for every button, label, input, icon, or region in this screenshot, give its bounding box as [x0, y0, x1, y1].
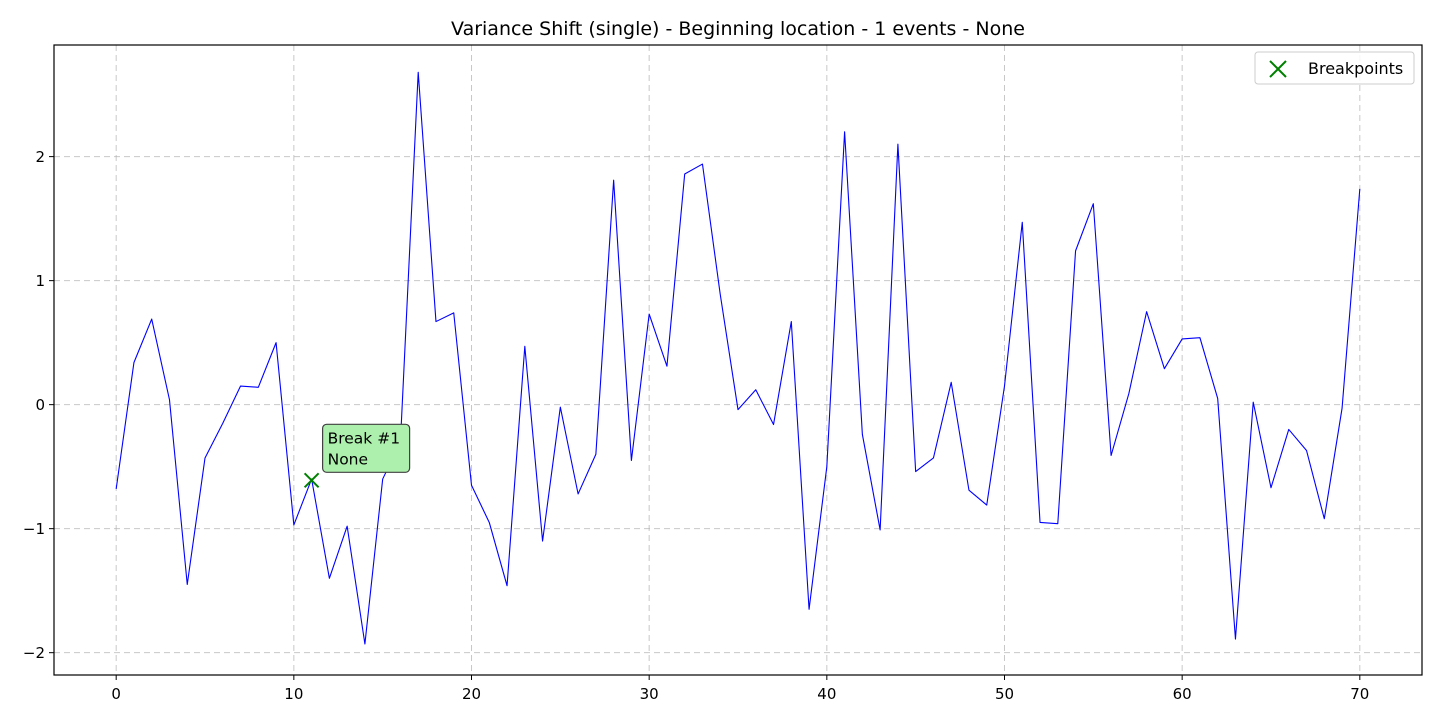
legend-breakpoint-marker	[1269, 60, 1287, 78]
legend-label-breakpoints: Breakpoints	[1308, 59, 1403, 78]
x-tick-label: 10	[284, 685, 303, 703]
grid-layer	[54, 45, 1422, 675]
legend-box	[1254, 51, 1415, 85]
x-tick-label: 0	[111, 685, 121, 703]
y-tick-label: 2	[35, 148, 45, 166]
annotation-text: None	[328, 450, 368, 468]
x-tick-label: 60	[1173, 685, 1192, 703]
breakpoint-layer: Break #1 None	[303, 423, 411, 489]
legend: Breakpoints	[1254, 51, 1415, 85]
series-layer	[115, 71, 1361, 645]
x-tick-label: 20	[462, 685, 481, 703]
legend-x-stroke	[1269, 60, 1287, 78]
series-line	[115, 71, 1361, 645]
annotation-text: Break #1	[328, 429, 400, 447]
y-tick-label: −1	[23, 520, 45, 538]
y-tick-label: 0	[35, 396, 45, 414]
x-tick-label: 40	[817, 685, 836, 703]
breakpoint-x-stroke	[303, 472, 320, 489]
chart-title: Variance Shift (single) - Beginning loca…	[451, 18, 1025, 40]
y-tick-label: 1	[35, 272, 45, 290]
breakpoint-annotation: Break #1 None	[322, 423, 411, 473]
breakpoint-marker	[303, 472, 320, 489]
plot-frame	[53, 44, 1423, 676]
tick-layer: 0 10 20 30 40 50 60 70 −2 −1 0 1 2	[23, 148, 1369, 703]
x-tick-label: 30	[640, 685, 659, 703]
annotation-box	[322, 423, 411, 473]
x-tick-label: 50	[995, 685, 1014, 703]
x-tick-label: 70	[1350, 685, 1369, 703]
y-tick-label: −2	[23, 644, 45, 662]
